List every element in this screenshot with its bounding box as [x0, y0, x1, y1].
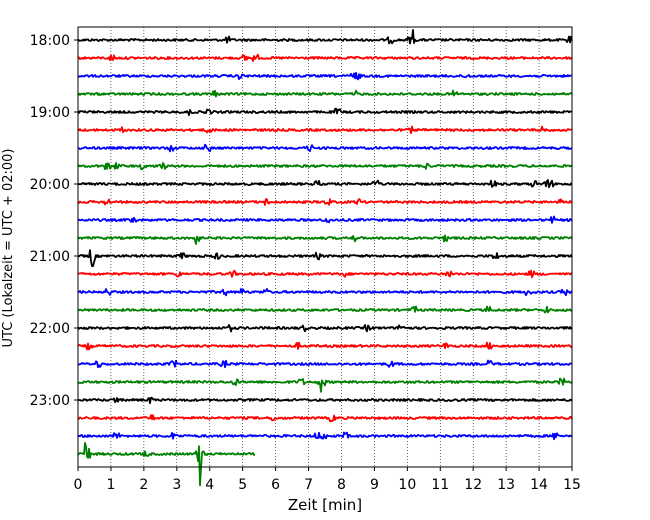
x-tick-label: 14	[530, 477, 548, 493]
trace-line	[77, 269, 573, 279]
trace-line	[77, 198, 573, 206]
trace-line	[77, 359, 573, 369]
y-tick-label: 18:00	[30, 33, 70, 49]
x-tick-label: 13	[497, 477, 515, 493]
y-tick-label: 20:00	[30, 177, 70, 193]
y-tick-label: 22:00	[30, 321, 70, 337]
x-tick-label: 10	[398, 477, 416, 493]
trace-line	[77, 234, 573, 245]
trace-group	[77, 29, 573, 487]
x-tick-label: 6	[271, 477, 280, 493]
trace-line	[77, 125, 573, 135]
y-tick-label: 21:00	[30, 249, 70, 265]
trace-line	[77, 396, 573, 405]
plot-frame	[77, 26, 573, 468]
trace-line	[77, 71, 573, 81]
x-tick-label: 9	[370, 477, 379, 493]
trace-line	[77, 162, 573, 171]
grid-lines	[110, 27, 540, 467]
x-tick-label: 5	[238, 477, 247, 493]
trace-line	[77, 288, 573, 297]
trace-line	[77, 179, 573, 189]
trace-line	[77, 143, 573, 153]
trace-line	[77, 442, 256, 487]
x-axis-ticks: 0 1 2 3 4 5 6 7 8 9 10 11 12 13 14 15	[74, 467, 581, 493]
x-tick-label: 15	[563, 477, 581, 493]
x-tick-label: 2	[139, 477, 148, 493]
x-tick-label: 0	[74, 477, 83, 493]
x-tick-label: 3	[172, 477, 181, 493]
trace-line	[77, 323, 573, 333]
trace-line	[77, 89, 573, 98]
y-tick-label: 19:00	[30, 105, 70, 121]
trace-line	[77, 29, 573, 45]
y-tick-label: 23:00	[30, 393, 70, 409]
y-axis-label: UTC (Lokalzeit = UTC + 02:00)	[1, 149, 16, 348]
trace-line	[77, 341, 573, 351]
x-tick-label: 11	[431, 477, 449, 493]
x-tick-label: 7	[304, 477, 313, 493]
trace-line	[77, 107, 573, 116]
trace-line	[77, 431, 573, 441]
trace-line	[77, 53, 573, 63]
x-tick-label: 1	[106, 477, 115, 493]
x-axis-label: Zeit [min]	[288, 496, 362, 514]
trace-line	[77, 215, 573, 224]
y-axis-ticks: 18:00 19:00 20:00 21:00 22:00 23:00	[30, 33, 78, 409]
x-tick-label: 12	[464, 477, 482, 493]
x-tick-label: 4	[205, 477, 214, 493]
trace-line	[77, 249, 573, 268]
x-tick-label: 8	[337, 477, 346, 493]
trace-line	[77, 377, 573, 393]
trace-line	[77, 414, 573, 423]
trace-line	[77, 305, 573, 314]
